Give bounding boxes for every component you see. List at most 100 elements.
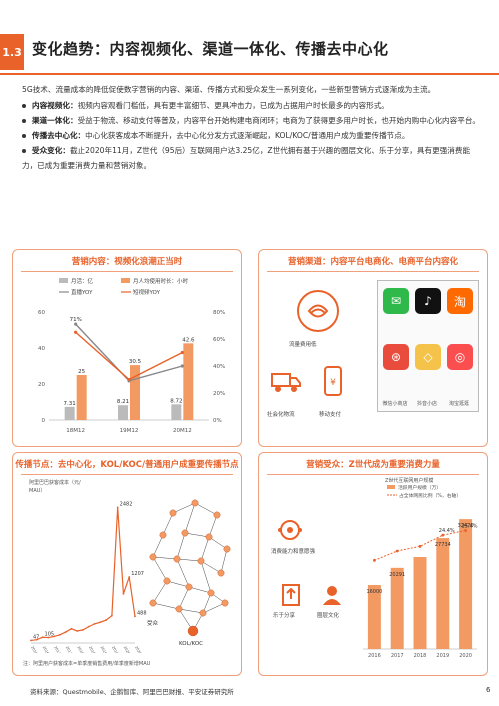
- audience-chart: 活跃用户规模（万） 占全体网民比例（%，右轴） 16000 2016 20291 20…: [363, 484, 478, 659]
- cost-point: [122, 592, 125, 595]
- traffic-icon: [297, 290, 339, 332]
- network-edge: [188, 586, 212, 594]
- ratio-line: [374, 529, 466, 561]
- bar-mau: [118, 405, 128, 420]
- cost-point: [128, 576, 131, 578]
- panel-title: 营销内容：视频化浪潮正当时: [71, 257, 183, 267]
- page-number: 6: [486, 686, 491, 694]
- app-label: 微信小商店: [382, 401, 408, 407]
- network-node: [223, 545, 231, 553]
- line-live: [75, 323, 183, 382]
- network-node: [187, 625, 199, 637]
- bar-time: [76, 375, 87, 420]
- line-label: 71%: [70, 317, 82, 323]
- bullet-head: 受众变化：: [32, 146, 70, 155]
- network-node: [185, 583, 193, 591]
- network-edge: [152, 534, 164, 558]
- legend-users: 活跃用户规模（万）: [398, 484, 441, 491]
- category-label: 2017: [391, 653, 404, 659]
- cost-point: [134, 615, 136, 618]
- network-edge: [202, 592, 212, 614]
- value-label: 47: [33, 634, 39, 640]
- cost-point: [70, 627, 73, 630]
- network-edge: [176, 558, 190, 588]
- chart-note: 注：阿里用户获客成本=单季度销售费用/单季度新增MAU: [23, 661, 151, 667]
- bar-label-time: 42.6: [182, 337, 195, 343]
- network-edge: [184, 502, 196, 534]
- cost-point: [87, 625, 90, 628]
- value-label: 105: [45, 631, 55, 637]
- category-label: 2016: [368, 653, 381, 659]
- network-edge: [152, 556, 178, 560]
- bar-label: 32470: [458, 523, 474, 529]
- logistics-label: 社会化物流: [267, 412, 295, 418]
- bar-label-time: 25: [78, 369, 85, 375]
- cost-point: [93, 622, 96, 625]
- network-edge: [172, 502, 196, 514]
- bullet-text: 受益于物流、移动支付等普及，内容平台开始构建电商闭环；电商为了获得更多用户时长，…: [77, 116, 481, 125]
- network-node: [163, 577, 171, 585]
- network-label-audience: 受众: [147, 619, 159, 627]
- legend-live: 直播YOY: [71, 288, 93, 296]
- bullet-audience: 受众变化：截止2020年11月，Z世代（95后）互联网用户达3.25亿，Z世代拥…: [22, 143, 482, 173]
- network-node: [173, 555, 181, 563]
- bar-users: [390, 567, 404, 649]
- bullet-text: 中心化获客成本不断提升，去中心化分发方式逐渐崛起，KOL/KOC/普通用户成为重…: [85, 131, 410, 140]
- chart-subtitle: Z世代互联网用户规模: [385, 478, 434, 484]
- video-chart: 月活：亿 月人均使用时长：小时 直播YOY 短视频YOY 0 20 40 60 0% 20…: [38, 277, 225, 434]
- category-label: 18M12: [66, 428, 85, 434]
- x-tick-label: 2018Q1: [76, 646, 87, 654]
- network-edge: [176, 558, 202, 562]
- bullet-content: 内容视频化：视频内容观看门槛低，具有更丰富细节、更具冲击力，已成为占据用户时长最…: [22, 98, 482, 113]
- cost-line: [30, 507, 136, 642]
- network-edge: [178, 608, 204, 614]
- bar-mau: [64, 406, 75, 420]
- bar-label: 16000: [366, 589, 382, 595]
- chart-unit: MAU）: [29, 488, 46, 494]
- bullet-list: 内容视频化：视频内容观看门槛低，具有更丰富细节、更具冲击力，已成为占据用户时长最…: [22, 98, 482, 173]
- category-label: 2019: [436, 653, 449, 659]
- panel-audience: 营销受众：Z世代成为重要消费力量 Z世代互联网用户规模 消费能力和意愿强 乐于分…: [258, 452, 488, 676]
- cost-point: [110, 614, 113, 617]
- x-tick-label: 2018Q3: [88, 646, 99, 654]
- share-label: 乐于分享: [273, 613, 296, 619]
- bar-label: 20291: [389, 572, 405, 578]
- panel-channel: 营销渠道：内容平台电商化、电商平台内容化 流量费用低 ¥ 社会化物流 移动支付 …: [258, 249, 488, 447]
- value-label: 488: [137, 610, 147, 616]
- svg-text:¥: ¥: [330, 378, 336, 388]
- network-node: [217, 569, 225, 577]
- payment-label: 移动支付: [319, 412, 342, 418]
- network-node: [221, 599, 229, 607]
- logistics-icon: [271, 368, 301, 394]
- bar-users: [459, 519, 473, 649]
- x-tick-label: 2017Q1: [53, 646, 64, 654]
- cost-point: [30, 639, 32, 642]
- network-node: [175, 605, 183, 613]
- circle-culture-label: 圈层文化: [317, 613, 340, 619]
- bar-label-mau: 7.31: [64, 401, 76, 407]
- left-tick-label: 40: [38, 346, 45, 352]
- ratio-point: [373, 558, 376, 562]
- cost-point: [82, 628, 84, 631]
- network-node: [213, 511, 221, 519]
- legend-mau: 月活：亿: [71, 277, 94, 285]
- cost-point: [41, 636, 44, 639]
- network-edge: [166, 580, 190, 588]
- legend-time: 月人均使用时长：小时: [133, 277, 189, 285]
- line-point: [127, 377, 131, 382]
- network-node: [207, 589, 215, 597]
- bar-users: [413, 557, 427, 649]
- app-icon: ♪: [415, 288, 441, 314]
- consumption-label: 消费能力和意愿强: [271, 549, 316, 555]
- category-label: 19M12: [120, 428, 139, 434]
- network-node: [159, 531, 167, 539]
- value-label: 2482: [120, 501, 133, 507]
- network-edge: [176, 532, 186, 560]
- right-tick-label: 80%: [213, 310, 225, 316]
- x-tick-label: 2020Q3: [134, 646, 145, 654]
- right-tick-label: 0%: [213, 418, 222, 424]
- ratio-label: 24.4%: [439, 528, 455, 534]
- network-edge: [208, 514, 218, 538]
- value-label: 1207: [131, 571, 144, 577]
- bar-users: [367, 585, 381, 649]
